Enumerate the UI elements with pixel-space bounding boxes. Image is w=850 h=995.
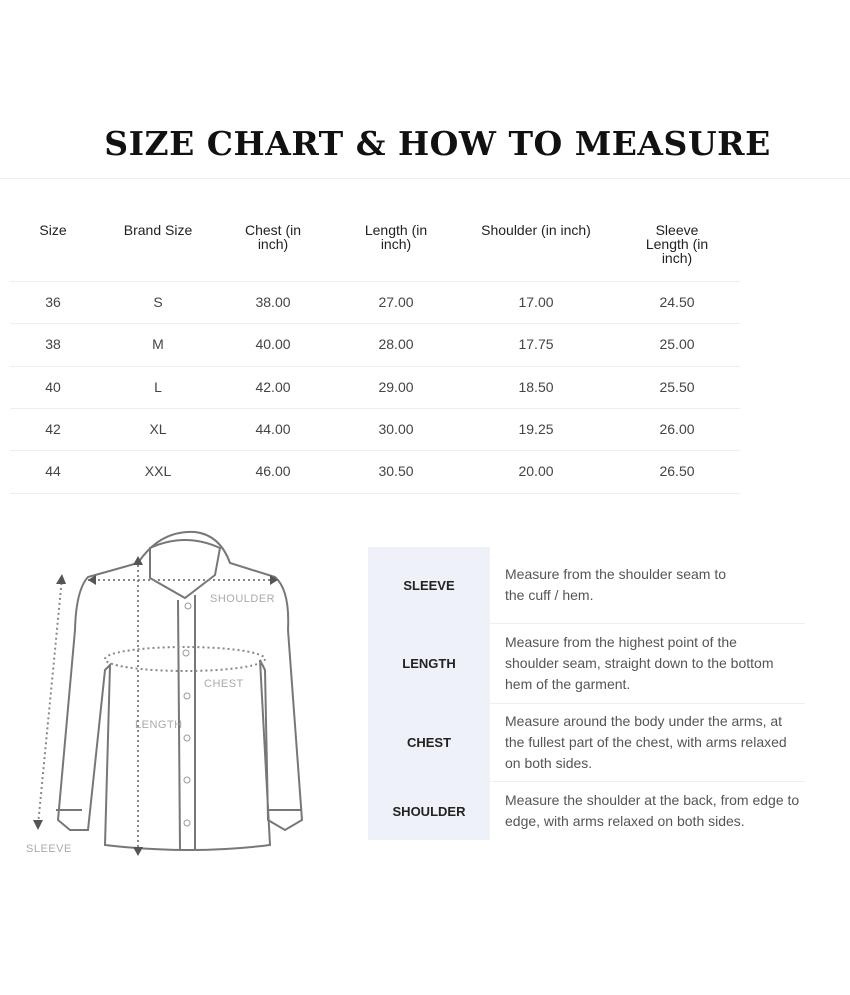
cell-chest: 38.00 bbox=[255, 294, 291, 310]
header-shoulder: Shoulder (in inch) bbox=[481, 222, 591, 238]
header-sleeve-length: Sleeve Length (in inch) bbox=[645, 222, 709, 266]
header-chest: Chest (in inch) bbox=[244, 222, 302, 252]
arrow-icons bbox=[33, 556, 278, 856]
measure-row-shoulder: SHOULDER Measure the shoulder at the bac… bbox=[368, 782, 805, 840]
cell-size: 38 bbox=[45, 336, 61, 353]
table-bottom-rule bbox=[10, 492, 740, 494]
cell-size: 44 bbox=[45, 463, 61, 480]
button-icons bbox=[182, 602, 192, 827]
cell-size: 36 bbox=[45, 294, 61, 310]
cell-shoulder: 19.25 bbox=[518, 420, 554, 437]
table-row: 40 L 42.00 29.00 18.50 25.50 bbox=[10, 365, 740, 409]
how-to-measure-table: SLEEVE Measure from the shoulder seam to… bbox=[368, 547, 805, 840]
cell-shoulder: 18.50 bbox=[518, 378, 554, 395]
cell-length: 30.50 bbox=[378, 463, 414, 480]
table-row: 44 XXL 46.00 30.50 20.00 26.50 bbox=[10, 450, 740, 493]
table-row: 42 XL 44.00 30.00 19.25 26.00 bbox=[10, 407, 740, 451]
measure-label: SLEEVE bbox=[368, 547, 490, 623]
measure-row-chest: CHEST Measure around the body under the … bbox=[368, 704, 805, 782]
cell-length: 28.00 bbox=[378, 336, 414, 353]
cell-sleeve-length: 26.00 bbox=[659, 420, 695, 437]
measurement-lines bbox=[37, 560, 278, 852]
cell-chest: 46.00 bbox=[255, 463, 291, 480]
cell-length: 27.00 bbox=[378, 294, 414, 310]
diagram-label-sleeve: SLEEVE bbox=[26, 843, 72, 855]
cell-chest: 40.00 bbox=[255, 336, 291, 353]
cell-shoulder: 17.75 bbox=[518, 336, 554, 353]
header-length: Length (in inch) bbox=[364, 222, 428, 252]
measure-description: Measure from the shoulder seam to the cu… bbox=[505, 566, 726, 603]
header-size: Size bbox=[39, 222, 67, 238]
cell-brand-size: S bbox=[153, 294, 163, 310]
cell-sleeve-length: 26.50 bbox=[659, 463, 695, 480]
measure-row-sleeve: SLEEVE Measure from the shoulder seam to… bbox=[368, 547, 805, 624]
cell-size: 40 bbox=[45, 378, 61, 395]
diagram-label-length: LENGTH bbox=[135, 719, 183, 731]
cell-size: 42 bbox=[45, 420, 61, 437]
table-row: 36 S 38.00 27.00 17.00 24.50 bbox=[10, 281, 740, 324]
shirt-measurement-diagram: SHOULDER CHEST LENGTH SLEEVE bbox=[26, 530, 304, 856]
cell-sleeve-length: 24.50 bbox=[659, 294, 695, 310]
cell-shoulder: 20.00 bbox=[518, 463, 554, 480]
diagram-label-chest: CHEST bbox=[204, 678, 244, 690]
page-title: SIZE CHART & HOW TO MEASURE bbox=[104, 124, 771, 163]
cell-sleeve-length: 25.00 bbox=[659, 336, 695, 353]
table-row: 38 M 40.00 28.00 17.75 25.00 bbox=[10, 323, 740, 366]
cell-brand-size: XL bbox=[149, 420, 167, 437]
measure-label: LENGTH bbox=[368, 624, 490, 703]
title-divider bbox=[0, 178, 850, 179]
cell-length: 30.00 bbox=[378, 420, 414, 437]
cell-brand-size: M bbox=[152, 336, 164, 353]
measure-description: Measure the shoulder at the back, from e… bbox=[505, 792, 800, 829]
diagram-label-shoulder: SHOULDER bbox=[210, 593, 275, 605]
cell-chest: 42.00 bbox=[255, 378, 291, 395]
header-brand-size: Brand Size bbox=[123, 222, 193, 238]
shirt-outline bbox=[56, 530, 304, 851]
measure-description: Measure around the body under the arms, … bbox=[505, 713, 787, 771]
measure-description: Measure from the highest point of the sh… bbox=[505, 634, 774, 692]
cell-length: 29.00 bbox=[378, 378, 414, 395]
measure-row-length: LENGTH Measure from the highest point of… bbox=[368, 624, 805, 704]
cell-brand-size: XXL bbox=[144, 463, 172, 480]
cell-shoulder: 17.00 bbox=[518, 294, 554, 310]
cell-chest: 44.00 bbox=[255, 420, 291, 437]
measure-label: CHEST bbox=[368, 704, 490, 781]
cell-sleeve-length: 25.50 bbox=[659, 378, 695, 395]
measure-label: SHOULDER bbox=[368, 782, 490, 840]
cell-brand-size: L bbox=[154, 378, 162, 395]
